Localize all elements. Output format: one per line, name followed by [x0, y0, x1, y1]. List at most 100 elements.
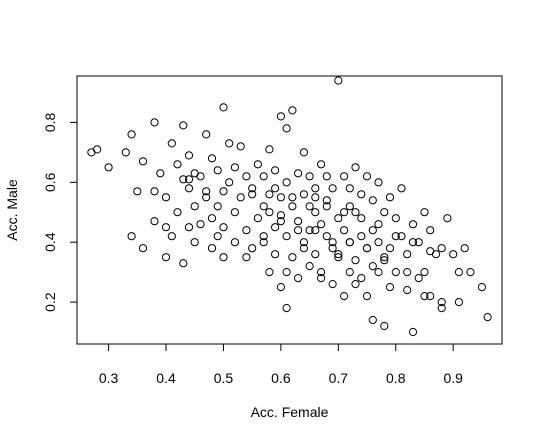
data-point: [317, 274, 326, 283]
data-point: [357, 232, 366, 241]
data-point: [305, 202, 314, 211]
data-point: [380, 256, 389, 265]
data-point: [127, 130, 136, 139]
data-point: [265, 268, 274, 277]
data-point: [294, 226, 303, 235]
data-point: [104, 163, 113, 172]
data-point: [414, 238, 423, 247]
data-point: [259, 172, 268, 181]
x-tick-label: 0.6: [271, 370, 291, 386]
data-point: [242, 226, 251, 235]
data-point: [161, 253, 171, 262]
data-point: [271, 223, 280, 232]
data-point: [207, 154, 217, 163]
data-point: [397, 184, 406, 193]
data-point: [288, 202, 297, 211]
data-point: [184, 223, 194, 232]
data-point: [311, 226, 320, 235]
data-point: [437, 244, 446, 253]
data-point: [420, 292, 429, 301]
x-tick-label: 0.8: [386, 370, 406, 386]
data-point: [282, 304, 291, 313]
x-tick-label: 0.4: [156, 370, 176, 386]
data-point: [311, 184, 320, 193]
data-point: [259, 202, 268, 211]
data-point: [179, 175, 188, 184]
data-point: [368, 262, 377, 271]
data-point: [184, 184, 194, 193]
data-point: [179, 121, 188, 130]
data-point: [357, 190, 366, 199]
data-point: [202, 187, 211, 196]
data-point: [173, 160, 182, 169]
data-point: [259, 232, 268, 241]
data-point: [317, 268, 326, 277]
data-point: [265, 208, 274, 217]
data-point: [242, 253, 251, 262]
data-point: [420, 268, 429, 277]
y-axis: 0.2 0.4 0.6 0.8: [42, 112, 77, 312]
data-point: [391, 214, 400, 223]
data-point: [219, 253, 228, 262]
data-point: [322, 202, 331, 211]
data-point: [317, 220, 326, 229]
data-point: [248, 184, 257, 193]
data-point: [299, 190, 308, 199]
data-point: [385, 283, 395, 292]
data-point: [219, 103, 228, 112]
data-point: [271, 250, 280, 259]
data-point: [150, 118, 159, 127]
data-point: [276, 217, 285, 226]
data-point: [340, 292, 349, 301]
data-point: [133, 187, 142, 196]
data-point: [138, 157, 148, 166]
data-point: [225, 178, 234, 187]
data-point: [483, 313, 492, 322]
data-point: [385, 193, 395, 202]
y-tick-label: 0.2: [42, 292, 58, 312]
data-point: [161, 193, 171, 202]
x-axis-title: Acc. Female: [251, 404, 329, 420]
data-point: [311, 208, 320, 217]
data-point: [328, 184, 337, 193]
data-point: [207, 244, 217, 253]
data-point: [230, 163, 239, 172]
data-point: [466, 268, 475, 277]
data-point: [368, 315, 377, 325]
plot-frame: [76, 75, 503, 345]
data-point: [282, 178, 291, 187]
data-point: [294, 274, 303, 283]
data-point: [380, 253, 389, 262]
data-point: [334, 250, 343, 259]
y-tick-label: 0.4: [42, 232, 58, 252]
data-point: [340, 208, 349, 217]
data-point: [328, 238, 337, 247]
data-point: [362, 244, 372, 253]
data-point: [311, 250, 320, 259]
data-point: [299, 148, 308, 157]
data-point: [190, 202, 199, 211]
data-point: [397, 232, 406, 241]
x-tick-label: 0.9: [443, 370, 463, 386]
data-point: [184, 151, 194, 160]
data-point: [282, 124, 291, 133]
data-point: [426, 226, 435, 235]
data-point: [374, 268, 383, 277]
data-point: [184, 175, 194, 184]
data-point: [305, 226, 314, 235]
x-axis: 0.3 0.4 0.5 0.6 0.7 0.8 0.9: [99, 344, 463, 386]
data-point: [167, 232, 176, 241]
data-point: [213, 166, 222, 175]
data-point: [121, 148, 130, 157]
data-point: [253, 214, 262, 223]
data-point: [380, 321, 389, 331]
data-point: [156, 169, 165, 178]
data-point: [385, 244, 395, 253]
data-point: [443, 214, 452, 223]
data-point: [219, 187, 228, 196]
data-point: [161, 223, 171, 232]
data-point: [351, 280, 360, 289]
data-point: [288, 253, 297, 262]
data-point: [276, 112, 285, 121]
